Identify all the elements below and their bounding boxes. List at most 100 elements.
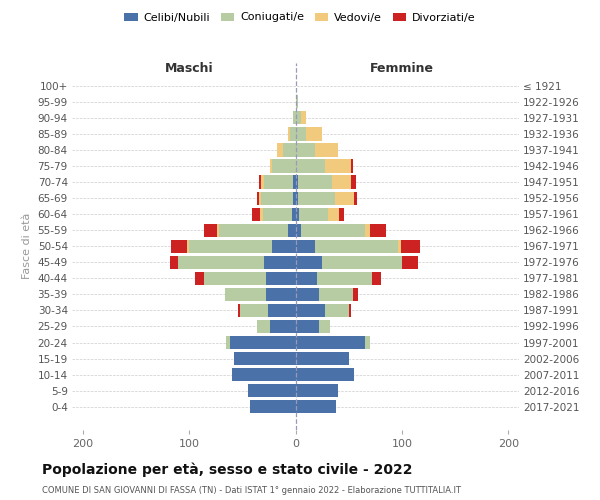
Bar — [296, 160, 325, 172]
Bar — [296, 320, 319, 333]
Bar — [314, 144, 338, 156]
Legend: Celibi/Nubili, Coniugati/e, Vedovi/e, Divorziati/e: Celibi/Nubili, Coniugati/e, Vedovi/e, Di… — [120, 8, 480, 27]
Bar — [325, 160, 351, 172]
Bar — [272, 240, 296, 253]
Bar — [257, 192, 259, 204]
Bar — [204, 272, 266, 285]
Bar — [196, 272, 204, 285]
Text: Femmine: Femmine — [370, 62, 434, 76]
Text: Popolazione per età, sesso e stato civile - 2022: Popolazione per età, sesso e stato civil… — [42, 462, 413, 477]
Bar — [293, 112, 296, 124]
Bar — [349, 304, 351, 317]
Bar — [296, 336, 365, 349]
Bar — [370, 224, 386, 237]
Bar — [263, 208, 292, 220]
Bar — [260, 208, 263, 220]
Bar — [270, 320, 296, 333]
Bar — [296, 192, 298, 204]
Bar — [351, 160, 353, 172]
Bar — [266, 288, 296, 301]
Bar — [296, 112, 301, 124]
Bar — [296, 224, 301, 237]
Bar — [263, 256, 296, 269]
Bar — [332, 176, 351, 188]
Bar — [398, 240, 401, 253]
Bar — [296, 128, 306, 140]
Bar — [306, 128, 322, 140]
Bar — [250, 400, 296, 413]
Text: COMUNE DI SAN GIOVANNI DI FASSA (TN) - Dati ISTAT 1° gennaio 2022 - Elaborazione: COMUNE DI SAN GIOVANNI DI FASSA (TN) - D… — [42, 486, 461, 495]
Bar — [296, 208, 299, 220]
Bar — [230, 336, 296, 349]
Bar — [225, 288, 266, 301]
Bar — [171, 240, 187, 253]
Bar — [262, 176, 263, 188]
Bar — [296, 272, 317, 285]
Bar — [296, 304, 325, 317]
Bar — [301, 112, 306, 124]
Y-axis label: Fasce di età: Fasce di età — [22, 213, 32, 280]
Bar — [262, 192, 293, 204]
Bar — [270, 160, 272, 172]
Bar — [296, 288, 319, 301]
Bar — [401, 240, 420, 253]
Bar — [296, 256, 322, 269]
Bar — [290, 128, 296, 140]
Bar — [319, 288, 353, 301]
Bar — [170, 256, 178, 269]
Bar — [298, 192, 335, 204]
Text: Maschi: Maschi — [165, 62, 214, 76]
Bar — [328, 208, 339, 220]
Bar — [317, 272, 372, 285]
Bar — [263, 176, 293, 188]
Bar — [296, 384, 338, 397]
Bar — [301, 224, 365, 237]
Bar — [187, 240, 189, 253]
Bar — [248, 384, 296, 397]
Bar — [259, 192, 262, 204]
Bar — [299, 208, 328, 220]
Y-axis label: Anni di nascita: Anni di nascita — [599, 205, 600, 288]
Bar — [226, 336, 230, 349]
Bar — [268, 304, 296, 317]
Bar — [372, 272, 380, 285]
Bar — [217, 224, 219, 237]
Bar — [178, 256, 263, 269]
Bar — [296, 400, 336, 413]
Bar — [266, 272, 296, 285]
Bar — [238, 304, 240, 317]
Bar — [259, 176, 262, 188]
Bar — [257, 320, 270, 333]
Bar — [314, 240, 398, 253]
Bar — [402, 256, 418, 269]
Bar — [325, 304, 349, 317]
Bar — [293, 192, 296, 204]
Bar — [240, 304, 268, 317]
Bar — [296, 352, 349, 365]
Bar — [335, 192, 354, 204]
Bar — [354, 192, 357, 204]
Bar — [319, 320, 329, 333]
Bar — [292, 208, 296, 220]
Bar — [272, 160, 296, 172]
Bar — [365, 336, 370, 349]
Bar — [296, 368, 354, 381]
Bar — [234, 352, 296, 365]
Bar — [365, 224, 370, 237]
Bar — [252, 208, 260, 220]
Bar — [283, 144, 296, 156]
Bar — [339, 208, 344, 220]
Bar — [353, 288, 358, 301]
Bar — [288, 128, 290, 140]
Bar — [298, 176, 332, 188]
Bar — [296, 240, 314, 253]
Bar — [322, 256, 402, 269]
Bar — [351, 176, 356, 188]
Bar — [296, 176, 298, 188]
Bar — [189, 240, 272, 253]
Bar — [288, 224, 296, 237]
Bar — [204, 224, 217, 237]
Bar — [293, 176, 296, 188]
Bar — [219, 224, 288, 237]
Bar — [277, 144, 283, 156]
